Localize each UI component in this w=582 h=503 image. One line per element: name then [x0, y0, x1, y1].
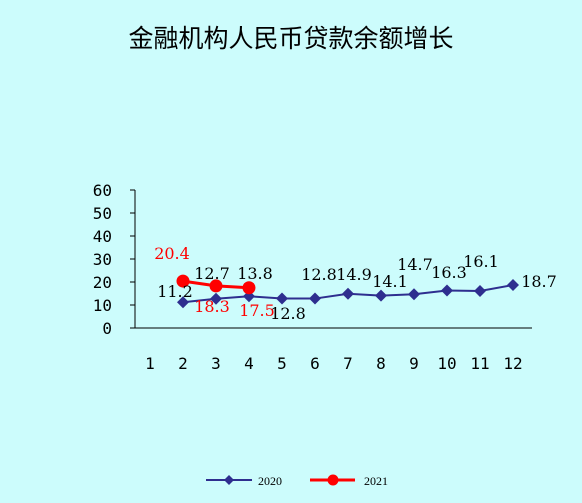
series-2020-point — [177, 296, 189, 309]
y-tick-label: 20 — [93, 273, 112, 292]
x-tick-label: 8 — [376, 354, 386, 373]
series-2021-point — [242, 281, 256, 295]
x-tick-label: 1 — [145, 354, 155, 373]
series-2021-point — [209, 279, 223, 293]
legend-2021-label: 2021 — [364, 474, 388, 488]
x-tick-label: 9 — [409, 354, 419, 373]
legend-2021-marker — [327, 474, 339, 486]
y-tick-label: 40 — [93, 227, 112, 246]
legend-2020-marker — [224, 475, 234, 485]
series-2020-point — [210, 292, 222, 305]
series-2020-point — [276, 292, 288, 305]
x-tick-label: 5 — [277, 354, 287, 373]
y-tick-label: 50 — [93, 204, 112, 223]
series-2020-point — [474, 284, 486, 297]
x-tick-label: 12 — [503, 354, 522, 373]
x-tick-label: 3 — [211, 354, 221, 373]
legend-2020-label: 2020 — [258, 474, 282, 488]
series-2020-data-label: 13.8 — [237, 264, 273, 283]
series-2021-point — [176, 274, 190, 288]
series-2020-point — [309, 292, 321, 305]
series-2020-data-label: 12.8 — [270, 304, 306, 323]
y-tick-label: 30 — [93, 250, 112, 269]
series-2020-data-label: 16.3 — [431, 263, 467, 282]
series-2020-data-label: 16.1 — [463, 252, 499, 271]
series-2021-data-label: 20.4 — [154, 244, 190, 263]
x-tick-label: 7 — [343, 354, 353, 373]
series-2020-data-label: 12.8 — [301, 265, 337, 284]
series-2020-point — [375, 289, 387, 302]
series-2020-data-label: 18.7 — [521, 272, 557, 291]
y-tick-label: 0 — [102, 319, 112, 338]
series-2020-data-label: 11.2 — [157, 282, 193, 301]
series-2020-point — [408, 288, 420, 301]
y-tick-label: 10 — [93, 296, 112, 315]
series-2020-point — [507, 278, 519, 291]
series-2020-data-label: 12.7 — [194, 264, 230, 283]
series-2020-point — [342, 287, 354, 300]
series-2021-data-label: 17.5 — [239, 301, 275, 320]
x-tick-label: 4 — [244, 354, 254, 373]
chart-title: 金融机构人民币贷款余额增长 — [128, 24, 453, 53]
series-2020-data-label: 14.7 — [397, 255, 433, 274]
x-tick-label: 11 — [470, 354, 489, 373]
series-2021-data-label: 18.3 — [194, 297, 230, 316]
y-tick-label: 60 — [93, 181, 112, 200]
x-tick-label: 6 — [310, 354, 320, 373]
series-2020-data-label: 14.1 — [372, 272, 408, 291]
x-tick-label: 2 — [178, 354, 188, 373]
series-2020-point — [441, 284, 453, 297]
x-tick-label: 10 — [437, 354, 456, 373]
series-2020-data-label: 14.9 — [336, 265, 372, 284]
